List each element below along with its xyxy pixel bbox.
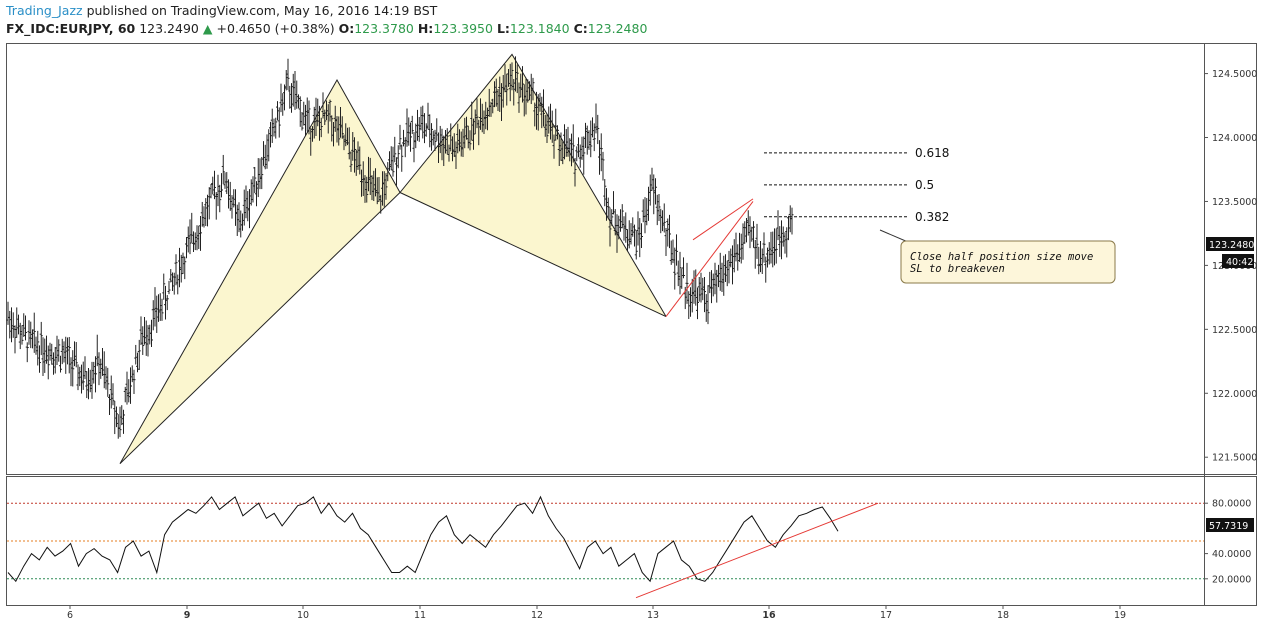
osc-axis-label: 80.0000 bbox=[1212, 499, 1251, 510]
last-price-tag-text: 123.2480 bbox=[1209, 240, 1254, 251]
pattern-base-line bbox=[399, 192, 667, 317]
change-arrow-icon: ▲ bbox=[202, 21, 213, 36]
countdown-tag bbox=[1222, 254, 1254, 268]
fib-level-label: 0.5 bbox=[915, 178, 934, 192]
annotation-line1: Close half position size move bbox=[910, 251, 1093, 263]
price-axis-label: 121.5000 bbox=[1212, 453, 1257, 464]
osc-trend-line bbox=[635, 502, 879, 599]
oscillator-line bbox=[7, 495, 839, 583]
pattern-base-line bbox=[119, 192, 401, 464]
annotation-callout[interactable]: Close half position size move SL to brea… bbox=[879, 229, 1116, 284]
osc-pane-frame bbox=[6, 476, 1257, 606]
time-axis-label: 12 bbox=[531, 610, 543, 621]
osc-axis-label: 40.0000 bbox=[1212, 549, 1251, 560]
author-link[interactable]: Trading_Jazz bbox=[6, 3, 83, 18]
time-axis-label: 9 bbox=[184, 610, 191, 621]
close-value: 123.2480 bbox=[587, 21, 648, 36]
fib-level-label: 0.618 bbox=[915, 146, 949, 160]
time-axis-label: 17 bbox=[880, 610, 892, 621]
high-label: H: bbox=[417, 21, 434, 36]
time-axis-label: 13 bbox=[647, 610, 659, 621]
fib-level-label: 0.382 bbox=[915, 210, 949, 224]
price-axis-label: 122.5000 bbox=[1212, 325, 1257, 336]
countdown-tag-text: 40:42 bbox=[1226, 257, 1253, 268]
time-axis-label: 16 bbox=[762, 610, 776, 621]
osc-value-tag-text: 57.7319 bbox=[1209, 521, 1248, 532]
close-label: C: bbox=[573, 21, 588, 36]
annotation-box bbox=[900, 240, 1116, 284]
channel-lower-line bbox=[665, 201, 754, 317]
time-axis-label: 19 bbox=[1114, 610, 1126, 621]
osc-value-tag bbox=[1206, 518, 1254, 532]
annotation-line2: SL to breakeven bbox=[910, 263, 1005, 275]
time-axis-label: 6 bbox=[67, 610, 73, 621]
price-axis-label: 123.5000 bbox=[1212, 197, 1257, 208]
open-value: 123.3780 bbox=[354, 21, 414, 36]
low-label: L: bbox=[496, 21, 510, 36]
time-axis-label: 18 bbox=[997, 610, 1009, 621]
open-label: O: bbox=[338, 21, 355, 36]
high-value: 123.3950 bbox=[433, 21, 493, 36]
channel-upper-line bbox=[692, 198, 754, 241]
change-value: +0.4650 (+0.38%) bbox=[216, 21, 335, 36]
publish-header: Trading_Jazz published on TradingView.co… bbox=[6, 3, 437, 18]
symbol-label: FX_IDC:EURJPY, 60 bbox=[6, 21, 136, 36]
last-price: 123.2490 bbox=[139, 21, 199, 36]
price-axis-label: 124.0000 bbox=[1212, 133, 1257, 144]
osc-axis-label: 20.0000 bbox=[1212, 574, 1251, 585]
last-price-tag bbox=[1206, 237, 1254, 251]
pattern-fill bbox=[120, 79, 400, 464]
annotation-pointer bbox=[879, 229, 909, 243]
publish-info: published on TradingView.com, May 16, 20… bbox=[86, 3, 438, 18]
time-axis-label: 10 bbox=[297, 610, 309, 621]
low-value: 123.1840 bbox=[509, 21, 570, 36]
symbol-header: FX_IDC:EURJPY, 60 123.2490 ▲ +0.4650 (+0… bbox=[6, 21, 647, 36]
time-axis-label: 11 bbox=[414, 610, 426, 621]
main-pane-frame bbox=[6, 43, 1257, 475]
price-axis-label: 124.5000 bbox=[1212, 69, 1257, 80]
price-axis-label: 122.0000 bbox=[1212, 389, 1257, 400]
